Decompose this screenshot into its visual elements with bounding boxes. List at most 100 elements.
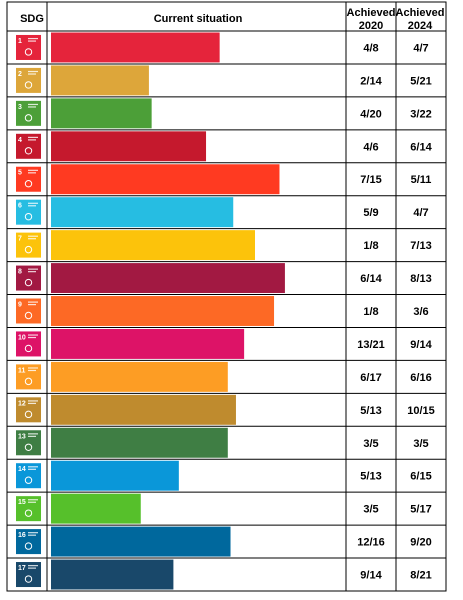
sdg-number: 15 — [18, 499, 26, 506]
achieved-2024-cell: 8/13 — [410, 273, 431, 285]
bar-sdg-13 — [51, 427, 228, 458]
table-row: 9 1/8 3/6 — [16, 296, 429, 326]
achieved-2024-cell: 6/14 — [410, 141, 432, 153]
sdg-4-icon: 4 — [16, 133, 41, 159]
sdg-number: 16 — [18, 532, 26, 539]
sdg-number: 4 — [18, 137, 22, 144]
bar-sdg-10 — [51, 328, 245, 359]
sdg-number: 5 — [18, 170, 22, 177]
table-row: 13 3/5 3/5 — [16, 427, 429, 458]
table-row: 14 5/13 6/15 — [16, 460, 432, 491]
achieved-2020-cell: 5/13 — [360, 405, 381, 417]
sdg-number: 3 — [18, 104, 22, 111]
sdg-number: 11 — [18, 367, 26, 374]
bar-sdg-12 — [51, 394, 236, 425]
sdg-9-icon: 9 — [16, 298, 41, 324]
bar-sdg-17 — [51, 559, 174, 590]
sdg-10-icon: 10 — [16, 331, 41, 357]
header-achieved-2024: Achieved 2024 — [396, 7, 445, 32]
achieved-2024-cell: 9/20 — [410, 537, 431, 549]
achieved-2020-cell: 3/5 — [363, 504, 378, 516]
bar-sdg-15 — [51, 493, 141, 524]
achieved-2024-cell: 5/21 — [410, 75, 431, 87]
table-row: 7 1/8 7/13 — [16, 230, 432, 261]
achieved-2020-cell: 4/8 — [363, 42, 378, 54]
achieved-2024-cell: 3/6 — [413, 306, 428, 318]
achieved-2020-cell: 7/15 — [360, 174, 381, 186]
sdg-15-icon: 15 — [16, 496, 41, 522]
achieved-2020-cell: 6/17 — [360, 372, 381, 384]
table-row: 4 4/6 6/14 — [16, 131, 433, 162]
sdg-11-icon: 11 — [16, 364, 41, 390]
bar-sdg-11 — [51, 361, 228, 392]
sdg-14-icon: 14 — [16, 463, 41, 489]
achieved-2020-cell: 12/16 — [357, 537, 385, 549]
sdg-2-icon: 2 — [16, 67, 41, 93]
sdg-16-icon: 16 — [16, 529, 41, 555]
table-grid — [6, 1, 447, 592]
header-current-situation: Current situation — [154, 13, 243, 25]
sdg-8-icon: 8 — [16, 265, 41, 291]
sdg-number: 9 — [18, 302, 22, 309]
achieved-2020-cell: 4/20 — [360, 108, 381, 120]
bar-sdg-1 — [51, 32, 220, 63]
table-row: 8 6/14 8/13 — [16, 263, 432, 294]
bar-sdg-4 — [51, 131, 207, 162]
achieved-2024-cell: 5/11 — [411, 174, 432, 186]
table-row: 15 3/5 5/17 — [16, 493, 432, 524]
achieved-2024-cell: 3/22 — [410, 108, 431, 120]
bar-sdg-7 — [51, 230, 255, 261]
achieved-2024-cell: 4/7 — [413, 42, 428, 54]
achieved-2020-cell: 5/9 — [363, 207, 378, 219]
table-row: 3 4/20 3/22 — [16, 98, 432, 129]
table-row: 6 5/9 4/7 — [16, 197, 429, 228]
table-row: 12 5/13 10/15 — [16, 394, 435, 425]
sdg-17-icon: 17 — [16, 562, 41, 588]
achieved-2020-cell: 9/14 — [360, 570, 382, 582]
bar-sdg-6 — [51, 197, 234, 228]
sdg-number: 7 — [18, 236, 22, 243]
achieved-2020-cell: 6/14 — [360, 273, 382, 285]
achieved-2020-cell: 1/8 — [363, 306, 378, 318]
achieved-2024-cell: 9/14 — [410, 339, 432, 351]
achieved-2024-cell: 3/5 — [413, 438, 428, 450]
sdg-number: 1 — [18, 38, 22, 45]
table-headers: SDG Current situation Achieved 2020 Achie… — [20, 7, 444, 32]
achieved-2020-cell: 1/8 — [363, 240, 378, 252]
achieved-2020-cell: 13/21 — [357, 339, 385, 351]
achieved-2024-cell: 10/15 — [407, 405, 435, 417]
sdg-number: 13 — [18, 433, 26, 440]
bar-sdg-2 — [51, 65, 149, 96]
achieved-2024-cell: 6/16 — [410, 372, 431, 384]
sdg-7-icon: 7 — [16, 232, 41, 258]
sdg-number: 2 — [18, 71, 22, 78]
achieved-2024-cell: 5/17 — [410, 504, 431, 516]
achieved-2024-cell: 4/7 — [413, 207, 428, 219]
table-row: 2 2/14 5/21 — [16, 65, 432, 96]
table-row: 1 4/8 4/7 — [16, 32, 429, 63]
achieved-2024-cell: 8/21 — [410, 570, 431, 582]
header-sdg: SDG — [20, 13, 44, 25]
table-rows: 1 4/8 4/7 2 2/14 5/21 3 4/20 3/22 4 4/6 6/14 5 7/15 5/… — [16, 32, 435, 590]
sdg-number: 6 — [18, 203, 22, 210]
sdg-number: 17 — [18, 565, 26, 572]
achieved-2020-cell: 5/13 — [360, 471, 381, 483]
sdg-number: 12 — [18, 400, 26, 407]
sdg-13-icon: 13 — [16, 430, 41, 456]
table-row: 16 12/16 9/20 — [16, 526, 432, 557]
sdg-number: 8 — [18, 269, 22, 276]
table-row: 17 9/14 8/21 — [16, 559, 432, 590]
achieved-2024-cell: 7/13 — [410, 240, 431, 252]
sdg-6-icon: 6 — [16, 199, 41, 225]
achieved-2020-cell: 4/6 — [363, 141, 378, 153]
table-border — [6, 1, 447, 592]
sdg-5-icon: 5 — [16, 166, 41, 192]
achieved-2020-cell: 2/14 — [360, 75, 382, 87]
sdg-12-icon: 12 — [16, 397, 41, 423]
table-row: 11 6/17 6/16 — [16, 361, 432, 392]
achieved-2024-cell: 6/15 — [410, 471, 431, 483]
bar-sdg-16 — [51, 526, 231, 557]
table-row: 10 13/21 9/14 — [16, 328, 433, 359]
sdg-1-icon: 1 — [16, 34, 41, 60]
